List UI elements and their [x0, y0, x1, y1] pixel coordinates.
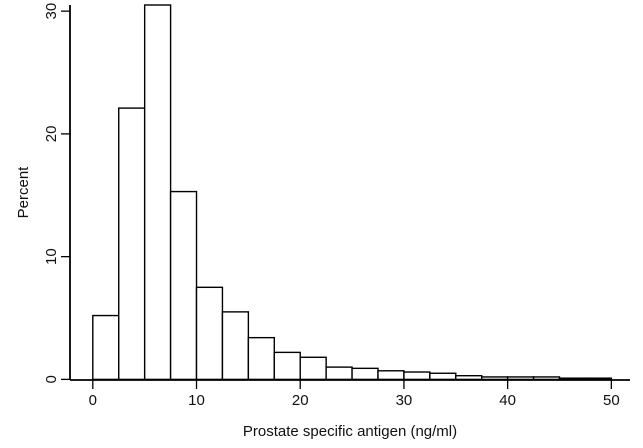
- histogram-bar: [429, 372, 457, 381]
- histogram-bar: [532, 376, 561, 381]
- x-axis-tick-label: 30: [396, 392, 413, 409]
- histogram-bar: [273, 351, 301, 381]
- y-axis-tick-label: 10: [43, 248, 60, 265]
- histogram-bar: [143, 4, 172, 381]
- histogram-bar: [92, 314, 120, 381]
- histogram-bar: [169, 190, 198, 381]
- histogram-bar: [351, 367, 379, 381]
- x-axis-tick-label: 20: [292, 392, 309, 409]
- x-axis-tick-label: 10: [188, 392, 205, 409]
- x-axis-title: Prostate specific antigen (ng/ml): [243, 423, 457, 440]
- histogram-bar: [481, 376, 509, 381]
- histogram-bar: [325, 366, 353, 381]
- y-axis-title: Percent: [15, 166, 32, 219]
- histogram-bar: [299, 356, 327, 381]
- chart-axes: [69, 5, 630, 381]
- histogram-bar: [247, 336, 275, 381]
- histogram-bar: [403, 371, 431, 381]
- x-axis-tick-label: 0: [89, 392, 97, 409]
- y-axis-tick-label: 0: [43, 375, 60, 383]
- histogram-bar: [506, 376, 535, 381]
- histogram-bars: [92, 4, 613, 381]
- histogram-bar: [455, 375, 483, 381]
- histogram-bar: [377, 370, 405, 381]
- histogram-bar: [118, 107, 146, 381]
- y-axis-tick-label: 20: [43, 126, 60, 143]
- y-axis-tick-label: 30: [43, 3, 60, 20]
- histogram-bar: [195, 286, 224, 381]
- x-axis-tick-label: 40: [499, 392, 516, 409]
- x-axis-tick-label: 50: [603, 392, 620, 409]
- x-axis-ticks: 0 10 20 30 40 50: [89, 380, 620, 409]
- histogram-bar: [221, 311, 250, 381]
- y-axis-ticks: 0 10 20 30: [43, 3, 70, 384]
